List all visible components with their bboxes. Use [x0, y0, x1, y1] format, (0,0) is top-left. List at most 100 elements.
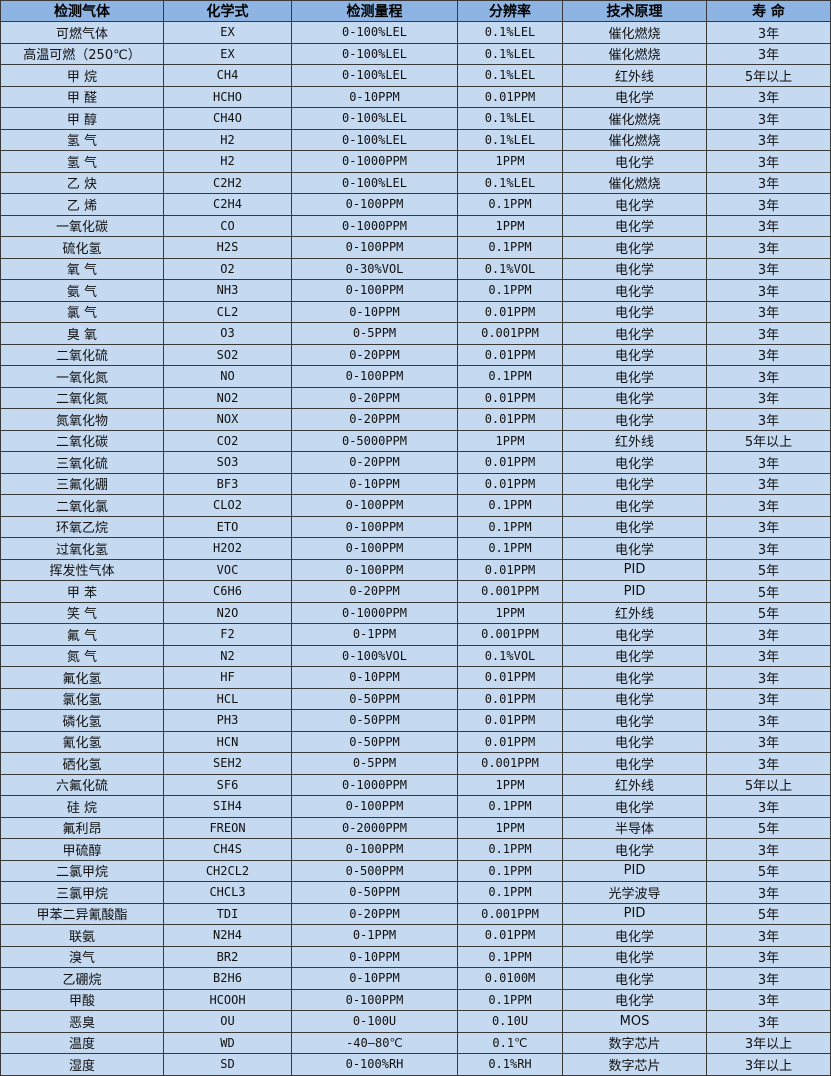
cell-lifespan: 3年	[706, 838, 831, 861]
cell-range: 0-100%LEL	[291, 21, 458, 44]
cell-gas-name: 高温可燃（250℃）	[0, 42, 164, 65]
cell-resolution: 0.1%LEL	[457, 21, 563, 44]
cell-principle: 电化学	[562, 85, 707, 108]
cell-lifespan: 3年	[706, 945, 831, 968]
table-row: 二氧化硫 SO2 0-20PPM 0.01PPM 电化学 3年	[0, 343, 831, 366]
table-row: 一氧化氮 NO 0-100PPM 0.1PPM 电化学 3年	[0, 365, 831, 388]
cell-resolution: 0.1PPM	[457, 236, 563, 259]
cell-principle: 电化学	[562, 515, 707, 538]
cell-lifespan: 3年	[706, 730, 831, 753]
cell-resolution: 0.1PPM	[457, 838, 563, 861]
cell-lifespan: 3年	[706, 257, 831, 280]
cell-formula: N2	[163, 644, 292, 667]
cell-gas-name: 氮 气	[0, 644, 164, 667]
table-row: 氟利昂 FREON 0-2000PPM 1PPM 半导体 5年	[0, 816, 831, 839]
cell-principle: 催化燃烧	[562, 128, 707, 151]
cell-gas-name: 硅 烷	[0, 795, 164, 818]
table-row: 甲硫醇 CH4S 0-100PPM 0.1PPM 电化学 3年	[0, 838, 831, 861]
cell-resolution: 1PPM	[457, 816, 563, 839]
table-row: 甲 烷 CH4 0-100%LEL 0.1%LEL 红外线 5年以上	[0, 64, 831, 87]
cell-gas-name: 二氧化氯	[0, 494, 164, 517]
cell-resolution: 0.1%LEL	[457, 64, 563, 87]
cell-principle: 电化学	[562, 967, 707, 990]
cell-principle: 电化学	[562, 322, 707, 345]
cell-resolution: 0.001PPM	[457, 322, 563, 345]
cell-formula: HCOOH	[163, 988, 292, 1011]
cell-gas-name: 二氧化碳	[0, 429, 164, 452]
table-row: 二氧化碳 CO2 0-5000PPM 1PPM 红外线 5年以上	[0, 429, 831, 452]
cell-formula: CL2	[163, 300, 292, 323]
cell-principle: 电化学	[562, 214, 707, 237]
cell-lifespan: 3年	[706, 128, 831, 151]
cell-principle: 催化燃烧	[562, 42, 707, 65]
cell-gas-name: 一氧化氮	[0, 365, 164, 388]
cell-range: 0-10PPM	[291, 945, 458, 968]
cell-lifespan: 3年	[706, 150, 831, 173]
table-row: 环氧乙烷 ETO 0-100PPM 0.1PPM 电化学 3年	[0, 515, 831, 538]
cell-principle: 催化燃烧	[562, 107, 707, 130]
cell-formula: FREON	[163, 816, 292, 839]
cell-lifespan: 3年	[706, 193, 831, 216]
cell-lifespan: 5年	[706, 580, 831, 603]
cell-resolution: 0.01PPM	[457, 300, 563, 323]
cell-range: 0-50PPM	[291, 881, 458, 904]
cell-lifespan: 3年以上	[706, 1053, 831, 1076]
cell-lifespan: 3年	[706, 365, 831, 388]
cell-formula: O2	[163, 257, 292, 280]
cell-resolution: 0.01PPM	[457, 343, 563, 366]
cell-resolution: 1PPM	[457, 214, 563, 237]
table-row: 六氟化硫 SF6 0-1000PPM 1PPM 红外线 5年以上	[0, 773, 831, 796]
cell-lifespan: 3年	[706, 21, 831, 44]
cell-lifespan: 3年	[706, 537, 831, 560]
cell-range: 0-100%VOL	[291, 644, 458, 667]
cell-formula: C2H2	[163, 171, 292, 194]
cell-resolution: 0.1%VOL	[457, 644, 563, 667]
cell-range: 0-100PPM	[291, 365, 458, 388]
cell-lifespan: 3年	[706, 107, 831, 130]
cell-lifespan: 3年	[706, 1010, 831, 1033]
cell-formula: BF3	[163, 472, 292, 495]
cell-gas-name: 氢 气	[0, 150, 164, 173]
cell-gas-name: 溴气	[0, 945, 164, 968]
cell-gas-name: 过氧化氢	[0, 537, 164, 560]
cell-lifespan: 3年	[706, 644, 831, 667]
cell-principle: 电化学	[562, 193, 707, 216]
table-row: 甲酸 HCOOH 0-100PPM 0.1PPM 电化学 3年	[0, 988, 831, 1011]
cell-range: 0-50PPM	[291, 709, 458, 732]
cell-resolution: 0.001PPM	[457, 902, 563, 925]
cell-resolution: 0.1PPM	[457, 795, 563, 818]
cell-resolution: 0.1PPM	[457, 859, 563, 882]
table-row: 三氯甲烷 CHCL3 0-50PPM 0.1PPM 光学波导 3年	[0, 881, 831, 904]
cell-range: 0-100%LEL	[291, 107, 458, 130]
cell-resolution: 0.1PPM	[457, 494, 563, 517]
cell-lifespan: 3年	[706, 881, 831, 904]
cell-principle: 红外线	[562, 601, 707, 624]
cell-formula: CO	[163, 214, 292, 237]
cell-resolution: 0.01PPM	[457, 666, 563, 689]
cell-range: 0-100PPM	[291, 988, 458, 1011]
cell-principle: 电化学	[562, 472, 707, 495]
cell-formula: HCHO	[163, 85, 292, 108]
cell-resolution: 0.01PPM	[457, 408, 563, 431]
cell-resolution: 1PPM	[457, 429, 563, 452]
cell-lifespan: 3年	[706, 322, 831, 345]
table-row: 二氯甲烷 CH2CL2 0-500PPM 0.1PPM PID 5年	[0, 859, 831, 882]
table-row: 硫化氢 H2S 0-100PPM 0.1PPM 电化学 3年	[0, 236, 831, 259]
column-header-gas-name: 检测气体	[0, 0, 164, 22]
cell-range: 0-100PPM	[291, 515, 458, 538]
cell-principle: 数字芯片	[562, 1053, 707, 1076]
cell-gas-name: 六氟化硫	[0, 773, 164, 796]
cell-resolution: 0.1%VOL	[457, 257, 563, 280]
cell-principle: 电化学	[562, 386, 707, 409]
cell-resolution: 0.1%LEL	[457, 42, 563, 65]
cell-range: 0-20PPM	[291, 343, 458, 366]
table-row: 臭 氧 O3 0-5PPM 0.001PPM 电化学 3年	[0, 322, 831, 345]
cell-gas-name: 氨 气	[0, 279, 164, 302]
table-row: 磷化氢 PH3 0-50PPM 0.01PPM 电化学 3年	[0, 709, 831, 732]
cell-principle: 电化学	[562, 150, 707, 173]
table-row: 硅 烷 SIH4 0-100PPM 0.1PPM 电化学 3年	[0, 795, 831, 818]
cell-gas-name: 甲苯二异氰酸酯	[0, 902, 164, 925]
cell-resolution: 0.01PPM	[457, 924, 563, 947]
table-row: 溴气 BR2 0-10PPM 0.1PPM 电化学 3年	[0, 945, 831, 968]
cell-resolution: 0.01PPM	[457, 709, 563, 732]
